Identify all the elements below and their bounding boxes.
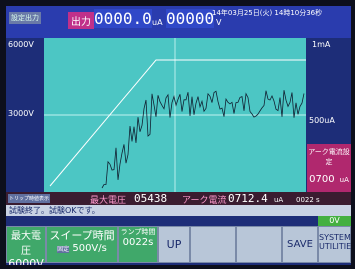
- status-indicator: 0V: [318, 216, 351, 226]
- sweep-button[interactable]: スイープ時間 固定 500V/s: [46, 226, 118, 263]
- output-label: 出力: [68, 12, 94, 29]
- ramp-button[interactable]: ランプ時間 0022s: [118, 226, 158, 263]
- max-voltage-button[interactable]: 最大電圧 6000V: [6, 226, 46, 263]
- left-top-label: 6000V: [8, 40, 34, 49]
- right-top-label: 1mA: [312, 40, 330, 49]
- button-value: 6000V: [7, 257, 45, 265]
- save-button[interactable]: SAVE: [282, 226, 318, 263]
- trip-label: トリップ時値表示: [8, 194, 50, 203]
- side-label: アーク電流設定: [307, 147, 351, 167]
- mode-label: 設定出力: [9, 12, 41, 24]
- max-voltage: 05438: [134, 192, 167, 205]
- left-mid-label: 3000V: [8, 109, 34, 118]
- button-label: ランプ時間: [119, 227, 157, 237]
- right-mid-label: 500uA: [309, 116, 335, 125]
- fixed-label: 固定: [57, 246, 69, 253]
- button-label: スイープ時間: [47, 227, 117, 243]
- side-value: 0700: [309, 174, 334, 185]
- blank-button[interactable]: [190, 226, 236, 263]
- plot: [6, 38, 351, 192]
- system-button[interactable]: SYSTEM UTILITIES: [318, 226, 351, 263]
- voltage-value: 00000: [166, 9, 214, 28]
- status-message: 試験終了。試験OKです。: [6, 205, 351, 216]
- arc-value: 0712.4: [228, 192, 268, 205]
- button-value: 500V/s: [72, 243, 107, 254]
- screen: 設定出力 出力 0000.0 uA 00000 V 14年03月25日(火) 1…: [6, 6, 351, 265]
- side-unit: uA: [340, 176, 349, 184]
- button-label: 最大電圧: [7, 227, 45, 257]
- current-value: 0000.0: [94, 9, 152, 28]
- voltage-unit: V: [216, 18, 221, 27]
- up-button[interactable]: UP: [158, 226, 190, 263]
- side-panel[interactable]: アーク電流設定 0700 uA: [307, 144, 351, 192]
- button-value: 0022s: [119, 237, 157, 248]
- time: 0022 s: [296, 196, 320, 204]
- arc-unit: uA: [274, 196, 283, 204]
- current-unit: uA: [152, 18, 163, 27]
- datetime: 14年03月25日(火) 14時10分36秒: [212, 8, 322, 18]
- blank-button[interactable]: [236, 226, 282, 263]
